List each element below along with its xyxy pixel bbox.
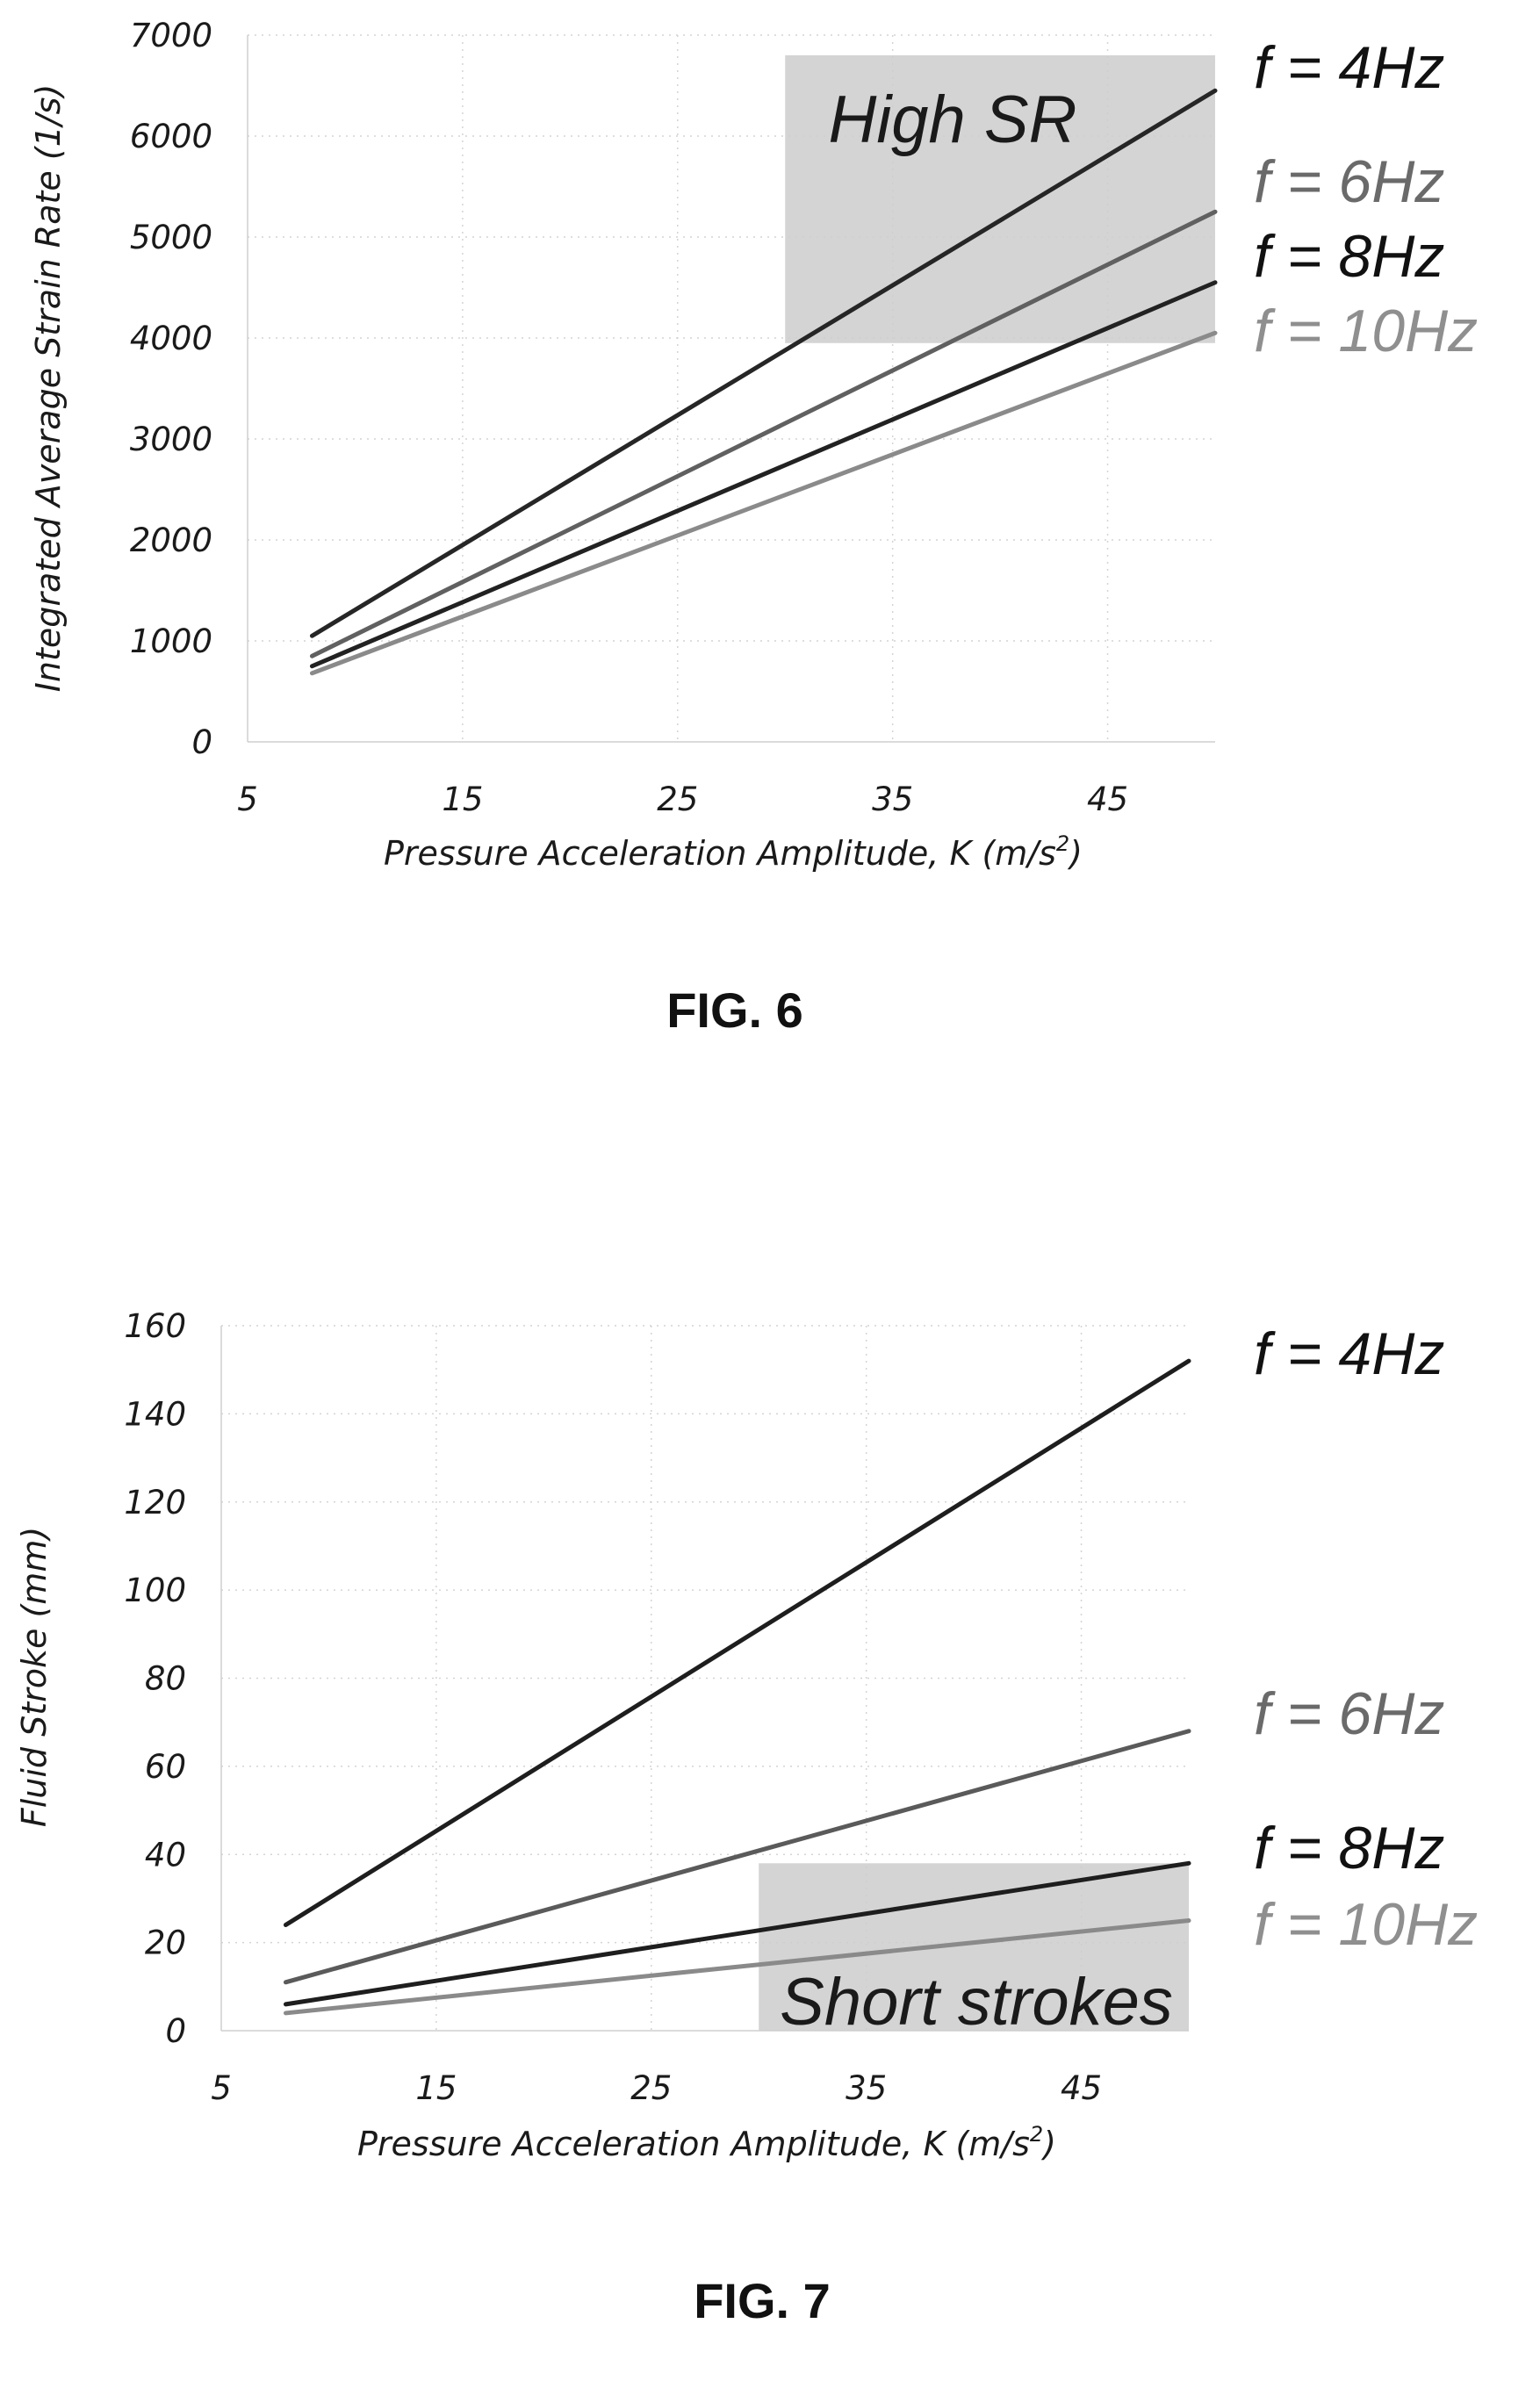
x-axis-label-main: Pressure Acceleration Amplitude, K (m/s — [384, 834, 1056, 873]
chart-fig-6: High SR 0 1000 2000 3000 4000 5000 6000 7000 5 1… — [29, 17, 1478, 1038]
x-axis-label-tail: ) — [1040, 2125, 1056, 2163]
x-axis-label-main: Pressure Acceleration Amplitude, K (m/s — [357, 2125, 1030, 2163]
legend-label-4: f = 10Hz — [1254, 298, 1478, 364]
y-tick-labels: 0 1000 2000 3000 4000 5000 6000 7000 — [130, 17, 212, 761]
grid-lines — [221, 1325, 1189, 2031]
high-sr-region — [785, 55, 1215, 343]
x-tick-label-1: 15 — [415, 2069, 457, 2107]
y-tick-label-1: 1000 — [130, 622, 212, 660]
legend: f = 4Hz f = 6Hz f = 8Hz f = 10Hz — [1254, 1320, 1478, 1958]
legend-label-1: f = 4Hz — [1254, 34, 1444, 101]
series-line-4 — [309, 330, 1218, 676]
x-axis-label: Pressure Acceleration Amplitude, K (m/s2… — [384, 831, 1083, 873]
y-tick-label-6: 120 — [124, 1484, 186, 1521]
y-tick-label-2: 2000 — [130, 522, 212, 559]
series-lines — [309, 88, 1218, 676]
legend-label-2: f = 6Hz — [1254, 1680, 1444, 1747]
y-tick-label-7: 7000 — [130, 17, 212, 54]
series-line-4 — [283, 1918, 1191, 2016]
series-line-1 — [309, 88, 1218, 638]
series-line-1 — [283, 1358, 1191, 1928]
x-tick-label-4: 45 — [1061, 2069, 1102, 2107]
x-tick-label-0: 5 — [211, 2069, 232, 2107]
x-tick-label-3: 35 — [872, 780, 913, 818]
legend-label-3: f = 8Hz — [1254, 223, 1444, 290]
short-strokes-region — [759, 1863, 1189, 2031]
y-tick-label-7: 140 — [124, 1395, 186, 1433]
x-tick-label-4: 45 — [1087, 780, 1128, 818]
x-axis-label-superscript: 2 — [1030, 2122, 1043, 2147]
y-tick-label-0: 0 — [165, 2012, 186, 2050]
y-tick-label-3: 60 — [145, 1748, 186, 1786]
y-tick-label-0: 0 — [191, 723, 212, 761]
x-tick-label-2: 25 — [657, 780, 698, 818]
series-line-2 — [309, 209, 1218, 658]
x-tick-label-1: 15 — [442, 780, 483, 818]
x-tick-label-0: 5 — [237, 780, 258, 818]
axes — [247, 35, 1215, 743]
x-axis-label-superscript: 2 — [1056, 831, 1069, 856]
x-axis-label-tail: ) — [1067, 834, 1083, 873]
x-tick-label-2: 25 — [630, 2069, 672, 2107]
y-tick-label-4: 80 — [145, 1660, 186, 1698]
y-tick-label-3: 3000 — [130, 421, 212, 458]
y-tick-label-5: 5000 — [130, 219, 212, 256]
x-tick-labels: 5 15 25 35 45 — [211, 2069, 1102, 2107]
short-strokes-region-label: Short strokes — [780, 1965, 1173, 2039]
y-tick-label-4: 4000 — [130, 320, 212, 357]
figure-title: FIG. 6 — [666, 982, 803, 1038]
x-axis-label: Pressure Acceleration Amplitude, K (m/s2… — [357, 2122, 1056, 2163]
y-axis-label: Fluid Stroke (mm) — [15, 1527, 54, 1827]
figure-title: FIG. 7 — [694, 2273, 831, 2328]
y-tick-labels: 0 20 40 60 80 100 120 140 160 — [124, 1307, 186, 2050]
y-tick-label-2: 40 — [145, 1836, 186, 1874]
y-axis-label: Integrated Average Strain Rate (1/s) — [29, 84, 68, 693]
y-tick-label-8: 160 — [124, 1307, 186, 1345]
legend: f = 4Hz f = 6Hz f = 8Hz f = 10Hz — [1254, 34, 1478, 364]
legend-label-4: f = 10Hz — [1254, 1891, 1478, 1958]
x-tick-labels: 5 15 25 35 45 — [237, 780, 1128, 818]
y-tick-label-6: 6000 — [130, 118, 212, 155]
high-sr-region-label: High SR — [829, 83, 1077, 157]
y-tick-label-5: 100 — [124, 1572, 186, 1609]
legend-label-3: f = 8Hz — [1254, 1815, 1444, 1881]
series-line-3 — [283, 1860, 1191, 2007]
series-line-2 — [283, 1729, 1191, 1985]
chart-fig-7: Short strokes 0 20 40 60 80 100 120 140 160 5 15 2… — [15, 1307, 1478, 2328]
legend-label-2: f = 6Hz — [1254, 148, 1444, 215]
series-line-3 — [309, 280, 1218, 669]
y-tick-label-1: 20 — [145, 1924, 186, 1962]
series-lines — [283, 1358, 1191, 2016]
legend-label-1: f = 4Hz — [1254, 1320, 1444, 1387]
x-tick-label-3: 35 — [846, 2069, 887, 2107]
